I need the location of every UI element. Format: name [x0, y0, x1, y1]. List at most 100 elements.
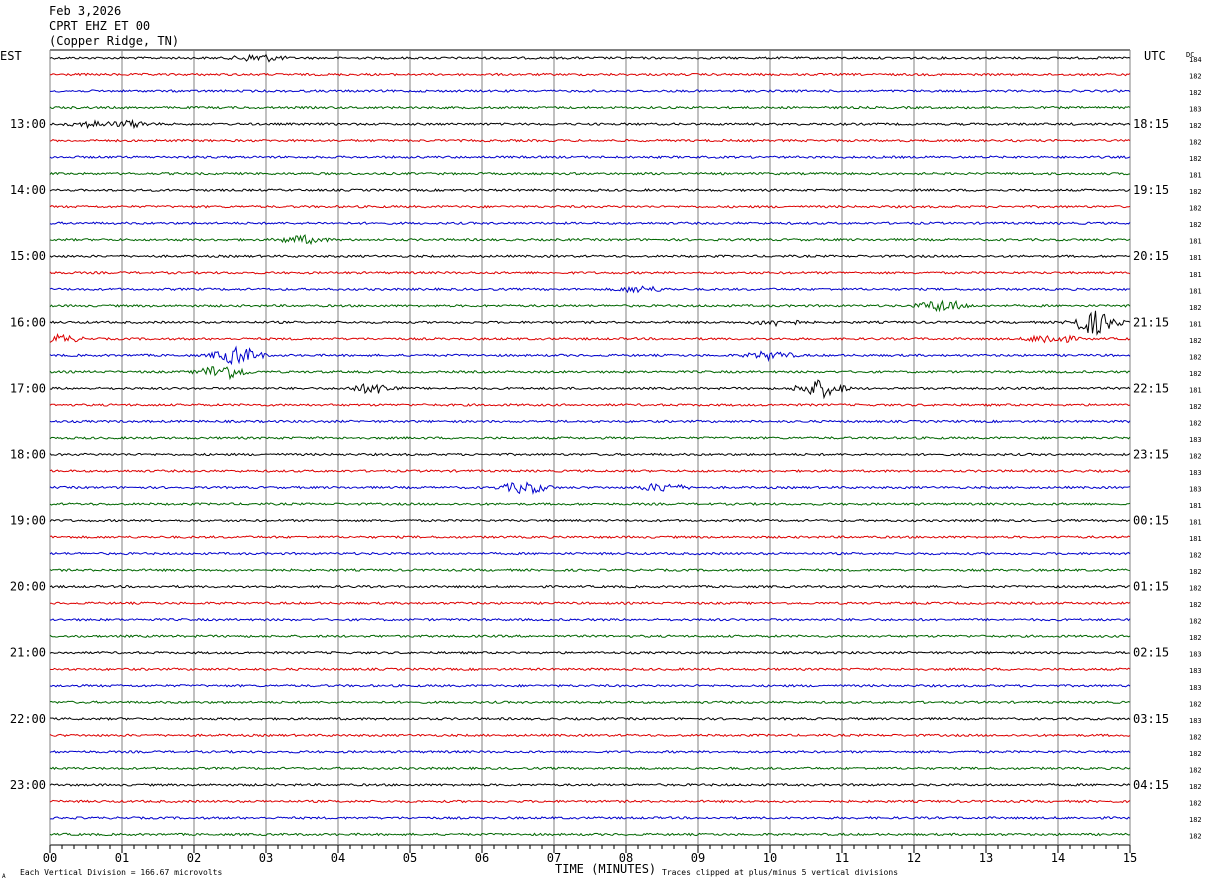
est-hour-label: 15:00	[10, 249, 46, 263]
est-hour-label: 19:00	[10, 514, 46, 528]
utc-hour-label: 19:15	[1133, 183, 1169, 197]
est-hour-label: 23:00	[10, 778, 46, 792]
trace-row	[50, 89, 1131, 93]
x-tick-label: 05	[403, 851, 417, 865]
trace-row	[49, 270, 1131, 275]
dc-offset-label: 183	[1189, 684, 1202, 692]
dc-offset-label: 181	[1189, 320, 1202, 328]
trace-row	[49, 285, 1131, 294]
trace-row	[49, 766, 1131, 771]
x-tick-label: 14	[1051, 851, 1065, 865]
x-tick-label: 02	[187, 851, 201, 865]
dc-offset-label: 182	[1189, 452, 1202, 460]
dc-offset-label: 183	[1189, 106, 1202, 114]
dc-offset-label: 182	[1189, 750, 1202, 758]
est-hour-label: 20:00	[10, 580, 46, 594]
minute-grid	[49, 49, 1131, 853]
dc-offset-header: DC	[1186, 51, 1194, 59]
trace-row	[49, 568, 1131, 573]
dc-offset-label: 182	[1189, 618, 1202, 626]
dc-offset-label: 183	[1189, 667, 1202, 675]
utc-hour-label: 23:15	[1133, 447, 1169, 461]
utc-hour-label: 02:15	[1133, 646, 1169, 660]
dc-offset-label: 182	[1189, 601, 1202, 609]
x-tick-label: 11	[835, 851, 849, 865]
trace-row	[49, 155, 1131, 160]
dc-offset-label: 182	[1189, 832, 1202, 840]
dc-offset-label: 181	[1189, 271, 1202, 279]
dc-offset-label: 182	[1189, 155, 1202, 163]
dc-offset-label: 182	[1189, 205, 1202, 213]
right-timezone-label: UTC	[1144, 49, 1166, 63]
dc-offset-label: 183	[1189, 717, 1202, 725]
trace-row	[49, 783, 1131, 787]
trace-row	[49, 221, 1131, 225]
dc-offset-label: 182	[1189, 122, 1202, 130]
dc-offset-label: 182	[1189, 816, 1202, 824]
dc-offset-label: 183	[1189, 486, 1202, 494]
trace-row	[49, 299, 1131, 313]
trace-row	[49, 733, 1131, 738]
station-location: (Copper Ridge, TN)	[49, 34, 180, 48]
x-tick-label: 15	[1123, 851, 1137, 865]
trace-row	[50, 601, 1131, 606]
dc-offset-label: 182	[1189, 188, 1202, 196]
trace-row	[49, 749, 1131, 754]
trace-row	[49, 469, 1131, 473]
dc-offset-label: 182	[1189, 419, 1202, 427]
dc-offset-label: 181	[1189, 254, 1202, 262]
trace-row	[49, 118, 1131, 130]
trace-row	[49, 332, 1131, 344]
dc-offset-label: 183	[1189, 651, 1202, 659]
est-hour-label: 17:00	[10, 381, 46, 395]
trace-row	[49, 419, 1131, 424]
trace-row	[49, 310, 1131, 336]
trace-row	[49, 403, 1131, 407]
utc-hour-label: 03:15	[1133, 712, 1169, 726]
dc-offset-label: 182	[1189, 89, 1202, 97]
x-tick-label: 08	[619, 851, 633, 865]
trace-row	[49, 832, 1131, 837]
scale-note: Each Vertical Division = 166.67 microvol…	[20, 868, 222, 877]
clip-note: Traces clipped at plus/minus 5 vertical …	[662, 868, 898, 877]
utc-hour-label: 20:15	[1133, 249, 1169, 263]
dc-offset-label: 184	[1189, 56, 1202, 64]
x-tick-label: 01	[115, 851, 129, 865]
trace-row	[49, 683, 1131, 688]
x-tick-label: 07	[547, 851, 561, 865]
utc-hour-label: 18:15	[1133, 117, 1169, 131]
trace-row	[49, 617, 1131, 622]
utc-hour-label: 04:15	[1133, 778, 1169, 792]
est-hour-label: 18:00	[10, 447, 46, 461]
trace-row	[49, 105, 1131, 110]
trace-row	[49, 551, 1131, 556]
dc-offset-label: 181	[1189, 287, 1202, 295]
trace-row	[49, 518, 1131, 523]
dc-offset-label: 181	[1189, 172, 1202, 180]
dc-offset-label: 182	[1189, 337, 1202, 345]
dc-offset-label: 181	[1189, 519, 1202, 527]
dc-offset-label: 183	[1189, 469, 1202, 477]
utc-hour-label: 21:15	[1133, 315, 1169, 329]
dc-offset-label: 182	[1189, 304, 1202, 312]
x-tick-label: 04	[331, 851, 345, 865]
time-labels: 00 01 02 03 04 05 06 07 08 09 10 11 12 13 14 15 184 182 18…	[10, 56, 1202, 865]
seismic-traces	[49, 53, 1131, 837]
dc-offset-label: 182	[1189, 370, 1202, 378]
recording-date: Feb 3,2026	[49, 4, 122, 18]
trace-row	[49, 799, 1131, 804]
utc-hour-label: 22:15	[1133, 381, 1169, 395]
est-hour-label: 14:00	[10, 183, 46, 197]
trace-row	[49, 667, 1131, 672]
x-tick-label: 03	[259, 851, 273, 865]
x-tick-label: 10	[763, 851, 777, 865]
trace-row	[49, 700, 1131, 705]
dc-offset-label: 182	[1189, 766, 1202, 774]
dc-offset-label: 181	[1189, 238, 1202, 246]
dc-offset-label: 182	[1189, 568, 1202, 576]
corner-mark: A	[2, 873, 6, 880]
dc-offset-label: 182	[1189, 585, 1202, 593]
trace-row	[49, 502, 1131, 506]
trace-row	[49, 171, 1131, 176]
